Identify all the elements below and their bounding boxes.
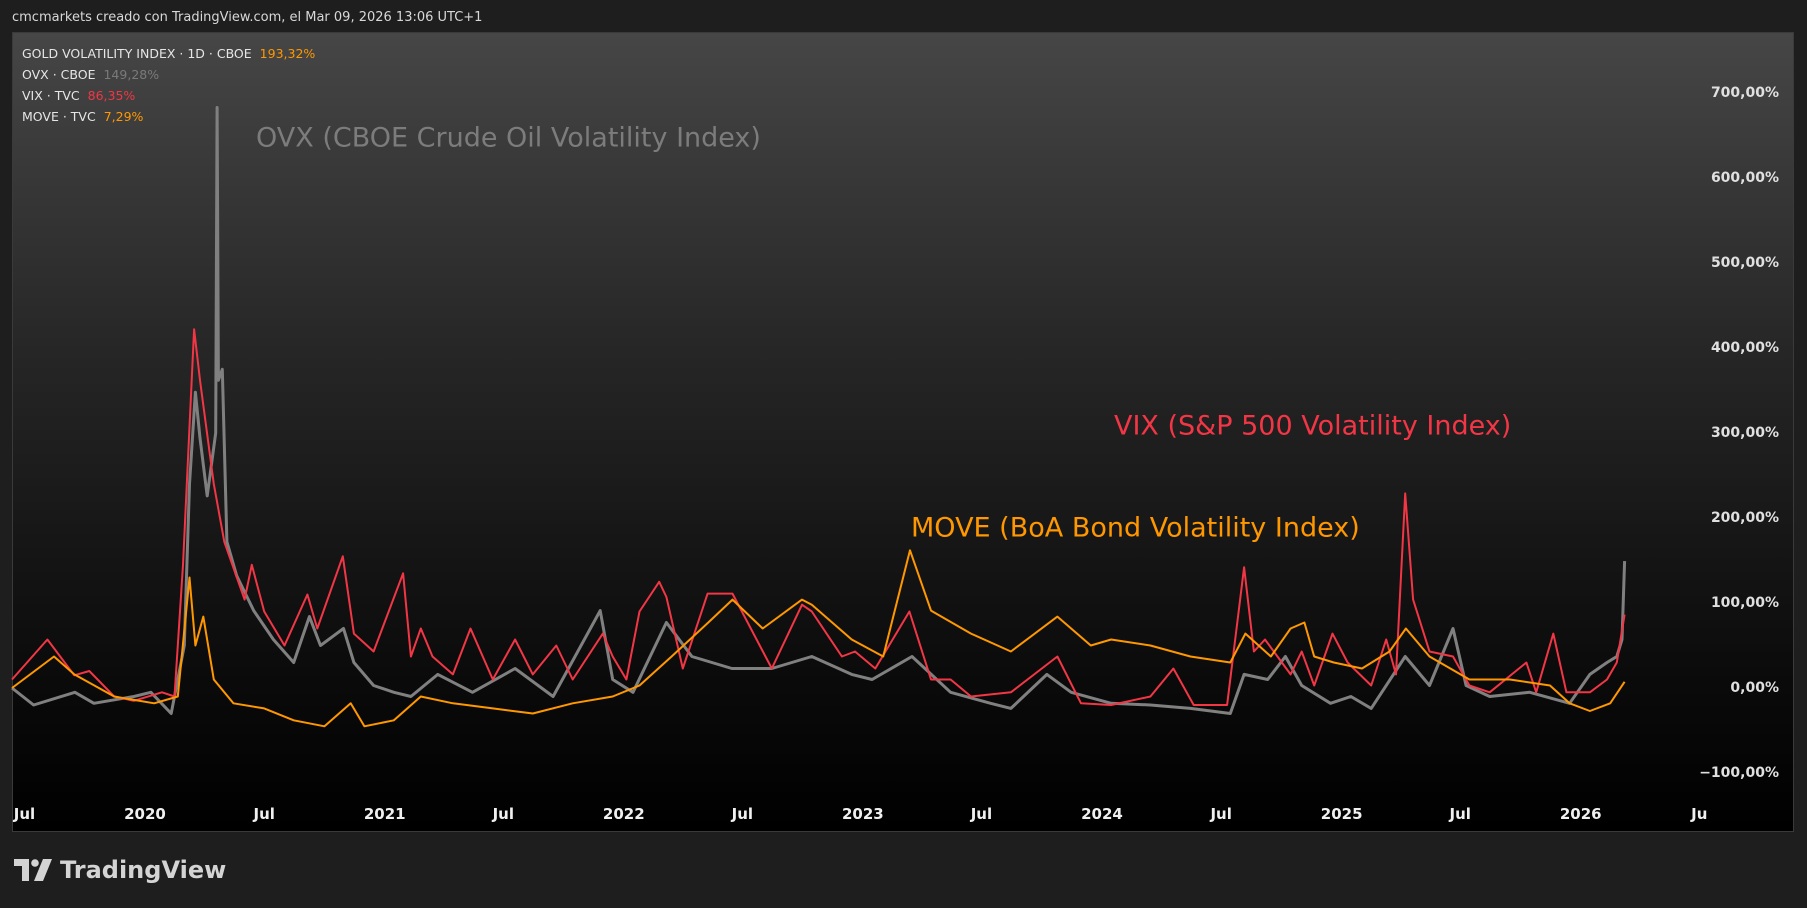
legend-value: 149,28% xyxy=(103,67,160,82)
legend-label: GOLD VOLATILITY INDEX · 1D · CBOE xyxy=(22,46,252,61)
tradingview-logo[interactable]: TradingView xyxy=(14,856,226,884)
x-tick-label: 2020 xyxy=(124,805,166,823)
legend-value: 7,29% xyxy=(103,109,144,124)
legend-value: 193,32% xyxy=(259,46,316,61)
chart-attribution: cmcmarkets creado con TradingView.com, e… xyxy=(12,10,483,25)
x-tick-label: 2022 xyxy=(602,805,645,823)
x-tick-label: Jul xyxy=(253,805,275,823)
x-tick-label: Ju xyxy=(1691,805,1708,823)
y-tick-label: 300,00% xyxy=(1710,425,1779,441)
legend-label: MOVE · TVC xyxy=(22,109,96,124)
y-tick-label: −100,00% xyxy=(1699,765,1779,781)
y-tick-label: 400,00% xyxy=(1710,340,1779,356)
x-tick-label: Jul xyxy=(1449,805,1471,823)
legend: GOLD VOLATILITY INDEX · 1D · CBOE 193,32%… xyxy=(22,43,315,127)
legend-item-vix[interactable]: VIX · TVC 86,35% xyxy=(22,85,315,106)
series-line-vix xyxy=(11,328,1626,706)
x-tick-label: Jul xyxy=(731,805,754,823)
brand-name: TradingView xyxy=(60,856,227,884)
annotation-ovx: OVX (CBOE Crude Oil Volatility Index) xyxy=(256,122,761,154)
x-tick-label: Jul xyxy=(13,805,36,823)
legend-label: VIX · TVC xyxy=(22,88,80,103)
x-tick-label: 2023 xyxy=(842,805,884,823)
y-tick-label: 200,00% xyxy=(1710,510,1779,526)
chart-panel[interactable] xyxy=(12,32,1794,832)
y-tick-label: 700,00% xyxy=(1710,85,1779,101)
annotation-vix: VIX (S&P 500 Volatility Index) xyxy=(1114,410,1512,442)
x-tick-label: Jul xyxy=(970,805,993,823)
x-tick-label: Jul xyxy=(1210,805,1232,823)
y-tick-label: 500,00% xyxy=(1710,255,1779,271)
y-tick-label: 600,00% xyxy=(1710,170,1779,186)
legend-item-move[interactable]: MOVE · TVC 7,29% xyxy=(22,106,315,127)
x-tick-label: 2024 xyxy=(1081,805,1123,823)
y-tick-label: 100,00% xyxy=(1710,595,1779,611)
legend-item-ovx[interactable]: OVX · CBOE 149,28% xyxy=(22,64,315,85)
x-tick-label: Jul xyxy=(492,805,514,823)
annotation-move: MOVE (BoA Bond Volatility Index) xyxy=(911,512,1360,544)
x-tick-label: 2025 xyxy=(1320,805,1363,823)
tradingview-logo-icon xyxy=(14,859,52,881)
y-tick-label: 0,00% xyxy=(1730,680,1779,696)
x-tick-label: 2021 xyxy=(363,805,406,823)
series-line-ovx xyxy=(11,106,1627,715)
series-line-move xyxy=(11,549,1626,728)
legend-label: OVX · CBOE xyxy=(22,67,96,82)
legend-item-gold-vol[interactable]: GOLD VOLATILITY INDEX · 1D · CBOE 193,32% xyxy=(22,43,315,64)
legend-value: 86,35% xyxy=(87,88,136,103)
x-tick-label: 2026 xyxy=(1559,805,1602,823)
